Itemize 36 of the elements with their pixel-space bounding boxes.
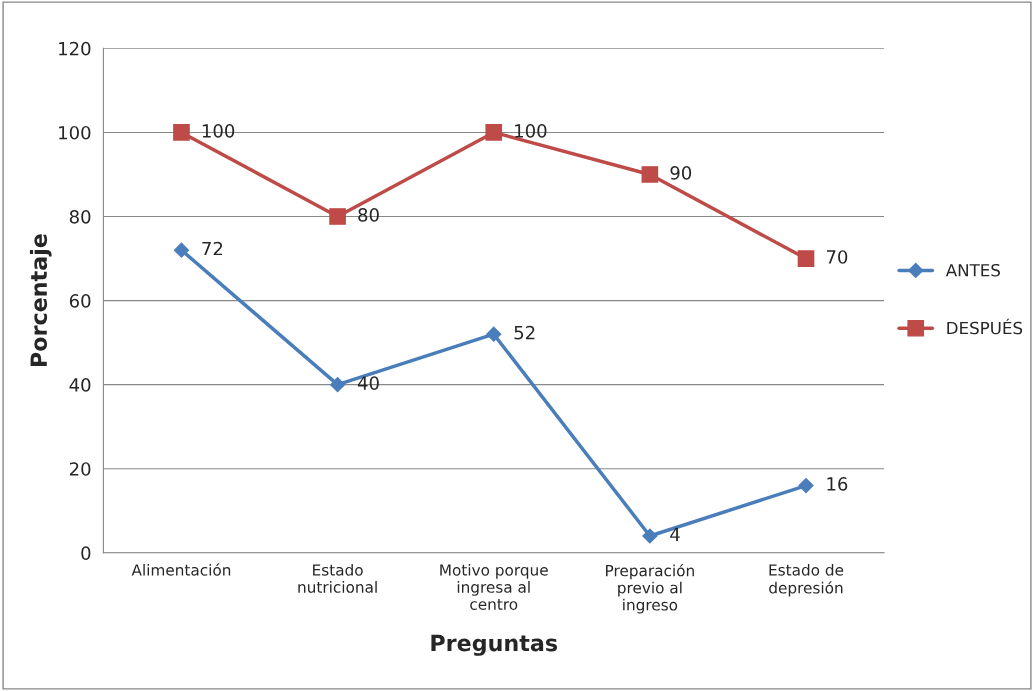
point	[330, 377, 346, 393]
y-tick-label: 60	[69, 294, 91, 308]
point	[485, 124, 503, 141]
legend-label: DESPUÉS	[947, 318, 1023, 335]
data-label: 16	[827, 477, 848, 491]
data-label: 70	[826, 250, 848, 264]
x-tick-label: Preparación previo al ingreso	[606, 563, 694, 614]
data-label: 100	[515, 124, 547, 138]
point	[641, 166, 659, 183]
data-label: 40	[357, 376, 379, 390]
data-label: 72	[202, 241, 223, 256]
legend-label: ANTES	[945, 263, 1000, 277]
y-tick-label: 80	[69, 209, 91, 224]
data-label: 4	[670, 527, 680, 541]
y-tick-label: 40	[69, 378, 91, 392]
data-label: 52	[514, 325, 535, 340]
y-tick-label: 0	[81, 546, 91, 560]
y-axis-title: Porcentaje	[29, 234, 52, 366]
point	[173, 124, 190, 141]
point	[329, 208, 346, 225]
data-label: 80	[358, 208, 379, 222]
data-label: 100	[202, 124, 235, 138]
point	[173, 242, 190, 258]
point	[798, 477, 814, 494]
point	[642, 528, 658, 544]
y-tick-label: 120	[59, 41, 91, 56]
x-axis-title: Preguntas	[431, 634, 558, 656]
x-tick-label: Estado de depresión	[769, 563, 844, 597]
x-tick-label: Motivo porque ingresa al centro	[440, 563, 548, 610]
point	[486, 326, 502, 342]
point	[797, 250, 815, 267]
x-tick-label: Estado nutricional	[298, 563, 377, 593]
y-tick-label: 100	[59, 125, 91, 140]
x-tick-label: Alimentación	[131, 563, 231, 576]
data-label: 90	[670, 166, 692, 180]
y-tick-label: 20	[69, 462, 91, 476]
